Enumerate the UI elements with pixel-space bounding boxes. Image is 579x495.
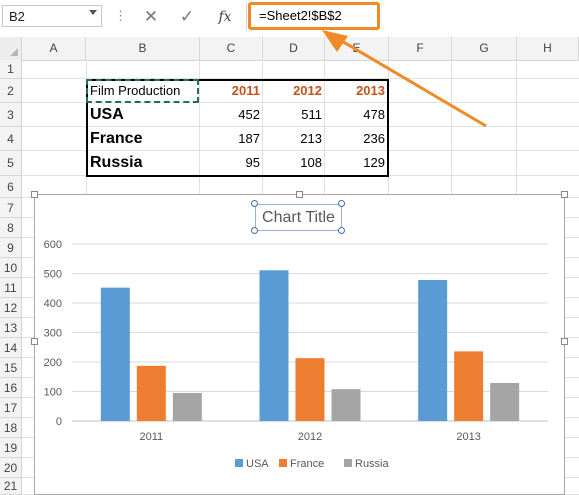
legend-swatch-russia xyxy=(344,459,352,467)
cell-d3[interactable]: 511 xyxy=(301,107,322,122)
row-header-1[interactable]: 1 xyxy=(0,60,22,79)
legend-swatch-usa xyxy=(235,459,243,467)
grid-line xyxy=(22,126,579,127)
bar-russia-2013 xyxy=(490,382,520,421)
copy-marquee xyxy=(86,79,199,103)
bar-france-2013 xyxy=(454,351,484,421)
formula-input[interactable]: =Sheet2!$B$2 xyxy=(248,2,380,30)
enter-icon[interactable]: ✓ xyxy=(179,7,195,26)
resize-handle[interactable] xyxy=(31,191,38,198)
x-tick-label: 2012 xyxy=(298,431,322,443)
row-header-21[interactable]: 21 xyxy=(0,478,22,495)
column-header-b[interactable]: B xyxy=(86,37,200,60)
row-header-13[interactable]: 13 xyxy=(0,318,22,338)
bar-usa-2011 xyxy=(100,287,130,421)
cell-d4[interactable]: 213 xyxy=(300,131,322,146)
row-header-7[interactable]: 7 xyxy=(0,198,22,218)
legend-label-france: France xyxy=(290,458,324,470)
bar-usa-2012 xyxy=(259,270,289,421)
cell-b3[interactable]: USA xyxy=(90,106,124,123)
cell-b5[interactable]: Russia xyxy=(90,154,143,171)
bar-usa-2013 xyxy=(418,279,448,421)
resize-handle[interactable] xyxy=(561,191,568,198)
row-header-20[interactable]: 20 xyxy=(0,458,22,478)
grid-line xyxy=(22,78,579,79)
row-header-3[interactable]: 3 xyxy=(0,103,22,127)
data-table xyxy=(86,79,389,177)
formula-bar-grip-icon: ⋮ xyxy=(114,8,127,23)
row-header-9[interactable]: 9 xyxy=(0,238,22,258)
row-header-2[interactable]: 2 xyxy=(0,79,22,103)
row-header-14[interactable]: 14 xyxy=(0,338,22,358)
column-header-a[interactable]: A xyxy=(22,37,86,60)
cell-e4[interactable]: 236 xyxy=(363,131,385,146)
cell-c4[interactable]: 187 xyxy=(238,131,260,146)
select-all-icon xyxy=(10,48,18,56)
chart-title-selection[interactable] xyxy=(255,204,342,231)
column-header-c[interactable]: C xyxy=(200,37,263,60)
cell-b4[interactable]: France xyxy=(90,130,143,147)
cell-c3[interactable]: 452 xyxy=(238,107,260,122)
cancel-icon[interactable]: ✕ xyxy=(143,7,159,26)
title-handle[interactable] xyxy=(251,200,258,207)
bar-france-2012 xyxy=(295,358,325,421)
resize-handle[interactable] xyxy=(31,338,38,345)
cell-e5[interactable]: 129 xyxy=(363,155,385,170)
row-header-5[interactable]: 5 xyxy=(0,151,22,176)
legend-swatch-france xyxy=(279,459,287,467)
y-tick-label: 200 xyxy=(44,357,62,369)
bar-russia-2011 xyxy=(172,392,202,421)
row-header-11[interactable]: 11 xyxy=(0,278,22,298)
row-header-18[interactable]: 18 xyxy=(0,418,22,438)
row-header-17[interactable]: 17 xyxy=(0,398,22,418)
name-box[interactable]: B2 xyxy=(2,5,102,27)
x-tick-label: 2013 xyxy=(456,431,480,443)
row-header-15[interactable]: 15 xyxy=(0,358,22,378)
title-handle[interactable] xyxy=(251,227,258,234)
cell-d2[interactable]: 2012 xyxy=(293,83,322,98)
resize-handle[interactable] xyxy=(296,191,303,198)
y-tick-label: 600 xyxy=(44,239,62,251)
legend-label-usa: USA xyxy=(246,458,269,470)
row-header-8[interactable]: 8 xyxy=(0,218,22,238)
resize-handle[interactable] xyxy=(561,338,568,345)
grid-line xyxy=(22,150,579,151)
x-tick-label: 2011 xyxy=(140,431,164,443)
row-header-19[interactable]: 19 xyxy=(0,438,22,458)
bar-russia-2012 xyxy=(331,389,361,421)
legend-label-russia: Russia xyxy=(355,458,390,470)
row-header-6[interactable]: 6 xyxy=(0,176,22,198)
row-header-4[interactable]: 4 xyxy=(0,127,22,151)
cell-d5[interactable]: 108 xyxy=(300,155,322,170)
y-tick-label: 500 xyxy=(44,269,62,281)
name-box-dropdown-icon[interactable] xyxy=(89,10,97,15)
chart-title[interactable]: Chart Title xyxy=(262,209,335,226)
row-header-10[interactable]: 10 xyxy=(0,258,22,278)
grid-line xyxy=(22,102,579,103)
cell-c5[interactable]: 95 xyxy=(245,155,260,170)
y-tick-label: 0 xyxy=(56,416,62,428)
title-handle[interactable] xyxy=(338,200,345,207)
y-tick-label: 100 xyxy=(44,387,62,399)
cell-b2[interactable]: Film Production xyxy=(90,83,181,98)
insert-function-icon[interactable]: fx xyxy=(218,9,232,25)
bar-france-2011 xyxy=(136,365,166,421)
cell-c2[interactable]: 2011 xyxy=(231,83,260,98)
row-header-12[interactable]: 12 xyxy=(0,298,22,318)
y-tick-label: 300 xyxy=(44,328,62,340)
y-tick-label: 400 xyxy=(44,298,62,310)
row-header-16[interactable]: 16 xyxy=(0,378,22,398)
title-handle[interactable] xyxy=(338,227,345,234)
